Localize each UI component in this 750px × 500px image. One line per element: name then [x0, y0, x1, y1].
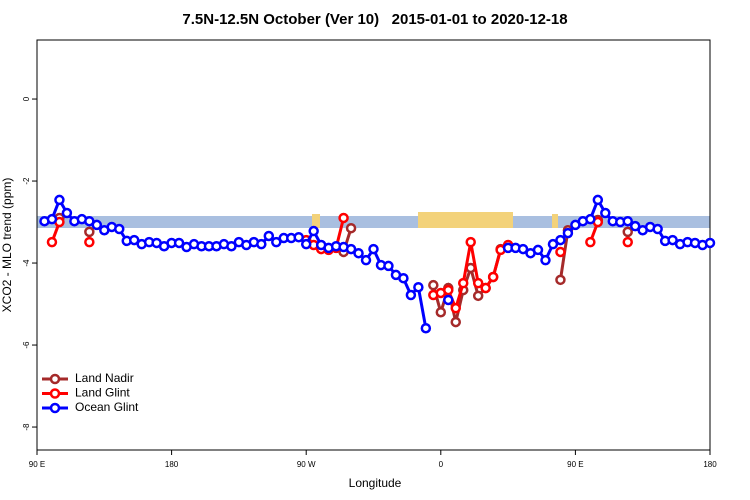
legend-marker	[49, 373, 61, 385]
land-patch	[552, 214, 558, 228]
data-point	[443, 284, 454, 296]
x-tick-label: 180	[165, 460, 179, 469]
land-patch	[312, 214, 320, 228]
data-point	[622, 236, 633, 248]
data-point	[465, 236, 476, 248]
data-point	[540, 254, 551, 266]
data-point	[293, 231, 304, 243]
x-tick-label: 90 E	[29, 460, 45, 469]
data-point	[91, 219, 103, 231]
x-tick-label: 90 E	[567, 460, 583, 469]
data-point	[592, 194, 604, 206]
x-tick-label: 90 W	[297, 460, 316, 469]
data-point	[345, 222, 357, 234]
chart-title: 7.5N-12.5N October (Ver 10) 2015-01-01 t…	[182, 11, 567, 28]
data-point	[173, 237, 185, 249]
data-point	[704, 237, 716, 249]
data-point	[622, 215, 633, 227]
y-tick-label: -8	[22, 423, 31, 431]
data-point	[84, 226, 95, 238]
data-point	[555, 274, 566, 286]
background-band	[37, 212, 710, 228]
data-point	[600, 207, 611, 219]
land-patch	[418, 212, 513, 228]
data-point	[128, 234, 140, 246]
data-point	[532, 244, 544, 256]
data-point	[46, 236, 58, 248]
data-point	[368, 243, 379, 255]
data-point	[487, 271, 499, 283]
data-point	[450, 302, 462, 314]
data-point	[271, 236, 282, 248]
data-point	[472, 277, 484, 289]
data-point	[413, 281, 424, 293]
data-point	[652, 223, 663, 235]
data-point	[263, 230, 275, 242]
legend-marker	[49, 388, 61, 399]
y-tick-label: 0	[22, 96, 31, 101]
data-point	[300, 238, 312, 250]
data-point	[405, 289, 417, 301]
x-tick-label: 0	[439, 460, 444, 469]
data-point	[420, 322, 432, 334]
series	[39, 194, 716, 334]
data-point	[667, 234, 678, 246]
data-point	[114, 223, 125, 235]
y-tick-label: -2	[22, 177, 31, 185]
data-point	[585, 236, 596, 248]
legend-label: Land Nadir	[75, 371, 134, 385]
y-tick-label: -4	[22, 259, 31, 267]
x-tick-label: 180	[703, 460, 717, 469]
data-point	[61, 207, 73, 219]
data-point	[472, 290, 484, 302]
data-point	[555, 246, 566, 258]
data-point	[360, 254, 372, 266]
data-point	[435, 306, 447, 318]
legend-label: Ocean Glint	[75, 400, 139, 414]
y-tick-label: -6	[22, 341, 31, 349]
data-point	[547, 238, 559, 250]
data-point	[383, 260, 394, 272]
data-point	[345, 243, 357, 255]
data-point	[457, 277, 469, 289]
data-point	[353, 247, 364, 259]
data-point	[562, 227, 574, 239]
data-point	[338, 212, 349, 224]
data-point	[450, 316, 462, 328]
x-axis-label: Longitude	[349, 476, 402, 490]
data-point	[443, 294, 454, 306]
data-point	[84, 236, 95, 248]
data-point	[46, 213, 58, 225]
data-point	[585, 213, 596, 225]
data-point	[480, 282, 491, 294]
data-point	[226, 240, 237, 252]
data-point	[622, 226, 633, 238]
data-point	[308, 225, 319, 237]
legend-marker	[49, 402, 61, 414]
data-point	[398, 272, 409, 284]
data-point	[555, 234, 566, 246]
data-point	[256, 238, 267, 250]
data-point	[629, 220, 641, 232]
legend-label: Land Glint	[75, 386, 130, 400]
data-point	[54, 194, 65, 206]
data-point	[517, 243, 529, 255]
data-point	[428, 279, 439, 291]
y-axis-label: XCO2 - MLO trend (ppm)	[0, 178, 14, 313]
ocean-band	[37, 216, 710, 228]
series	[54, 212, 633, 328]
